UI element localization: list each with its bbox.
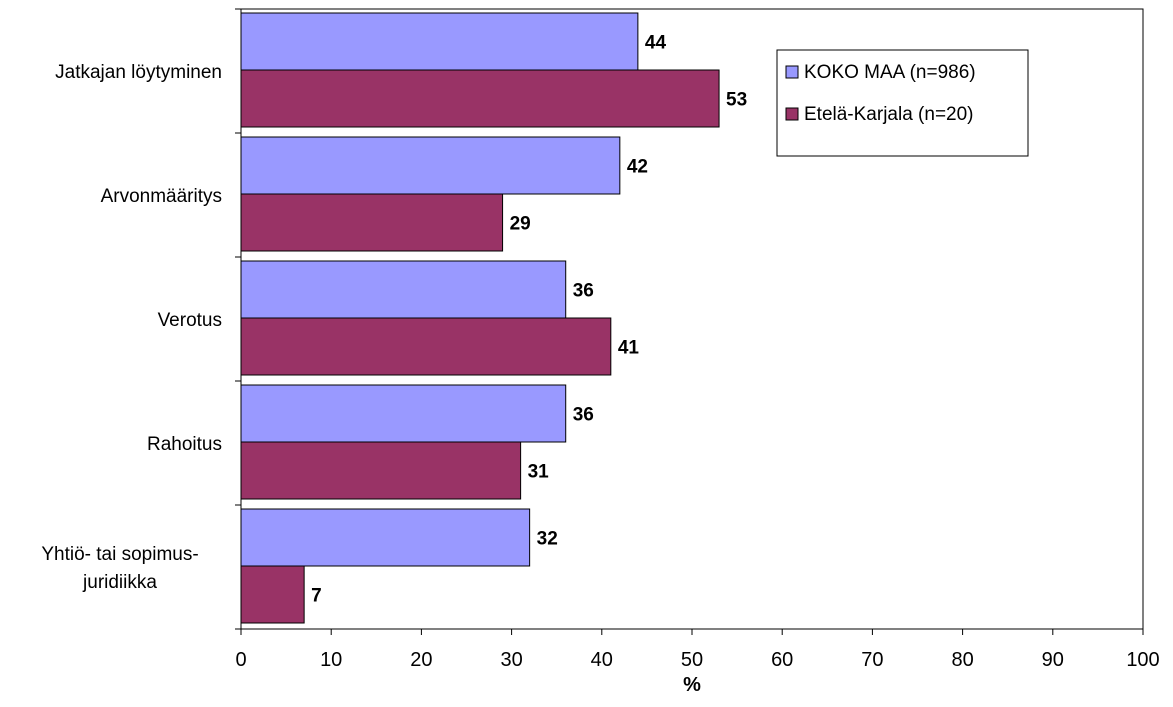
category-label-4-line0: Yhtiö- tai sopimus- (41, 544, 198, 565)
legend: KOKO MAA (n=986) Etelä-Karjala (n=20) (776, 49, 1029, 157)
x-tick-label-9: 90 (1042, 649, 1064, 671)
legend-swatch-0 (785, 65, 799, 79)
x-tick-label-6: 60 (771, 649, 793, 671)
category-label-3: Rahoitus (147, 434, 222, 455)
data-label-s1-c4: 7 (311, 586, 322, 607)
x-axis-title: % (683, 674, 701, 696)
data-labels-layer: 44 42 36 36 32 53 29 41 31 7 (311, 33, 747, 607)
bar-s0-c1 (240, 136, 621, 195)
x-axis: 0 10 20 30 40 50 60 70 80 90 100 (235, 8, 1160, 671)
bar-s1-c4 (240, 565, 305, 624)
legend-label-1: Etelä-Karjala (n=20) (804, 104, 974, 125)
data-label-s1-c3: 31 (528, 462, 550, 483)
x-tick-label-10: 100 (1126, 649, 1159, 671)
bar-s0-c3 (240, 384, 567, 443)
category-label-2: Verotus (158, 310, 222, 331)
bar-s1-c0 (240, 69, 720, 128)
x-tick-label-1: 10 (320, 649, 342, 671)
bar-s1-c3 (240, 441, 522, 500)
x-tick-label-3: 30 (500, 649, 522, 671)
x-tick-label-5: 50 (681, 649, 703, 671)
bar-s1-c1 (240, 193, 504, 252)
data-label-s0-c3: 36 (573, 405, 594, 426)
bar-s0-c0 (240, 12, 639, 71)
x-tick-label-4: 40 (591, 649, 613, 671)
data-label-s0-c0: 44 (645, 33, 667, 54)
x-tick-label-7: 70 (861, 649, 883, 671)
category-labels-layer: Jatkajan löytyminen Arvonmääritys Verotus R… (41, 62, 222, 593)
legend-label-0: KOKO MAA (n=986) (804, 62, 976, 83)
category-label-1: Arvonmääritys (101, 186, 222, 207)
data-label-s0-c1: 42 (627, 157, 648, 178)
bars-layer (240, 12, 720, 624)
data-label-s1-c2: 41 (618, 338, 640, 359)
data-label-s0-c2: 36 (573, 281, 594, 302)
data-label-s1-c0: 53 (726, 90, 747, 111)
category-label-0: Jatkajan löytyminen (55, 62, 222, 83)
category-label-4-line1: juridiikka (82, 572, 157, 593)
legend-box (776, 49, 1029, 157)
data-label-s0-c4: 32 (537, 529, 558, 550)
x-tick-label-8: 80 (951, 649, 973, 671)
bar-s0-c2 (240, 260, 567, 319)
bar-s1-c2 (240, 317, 612, 376)
data-label-s1-c1: 29 (510, 214, 531, 235)
x-tick-label-2: 20 (410, 649, 432, 671)
legend-swatch-1 (785, 107, 799, 121)
x-tick-label-0: 0 (235, 649, 246, 671)
bar-s0-c4 (240, 508, 531, 567)
